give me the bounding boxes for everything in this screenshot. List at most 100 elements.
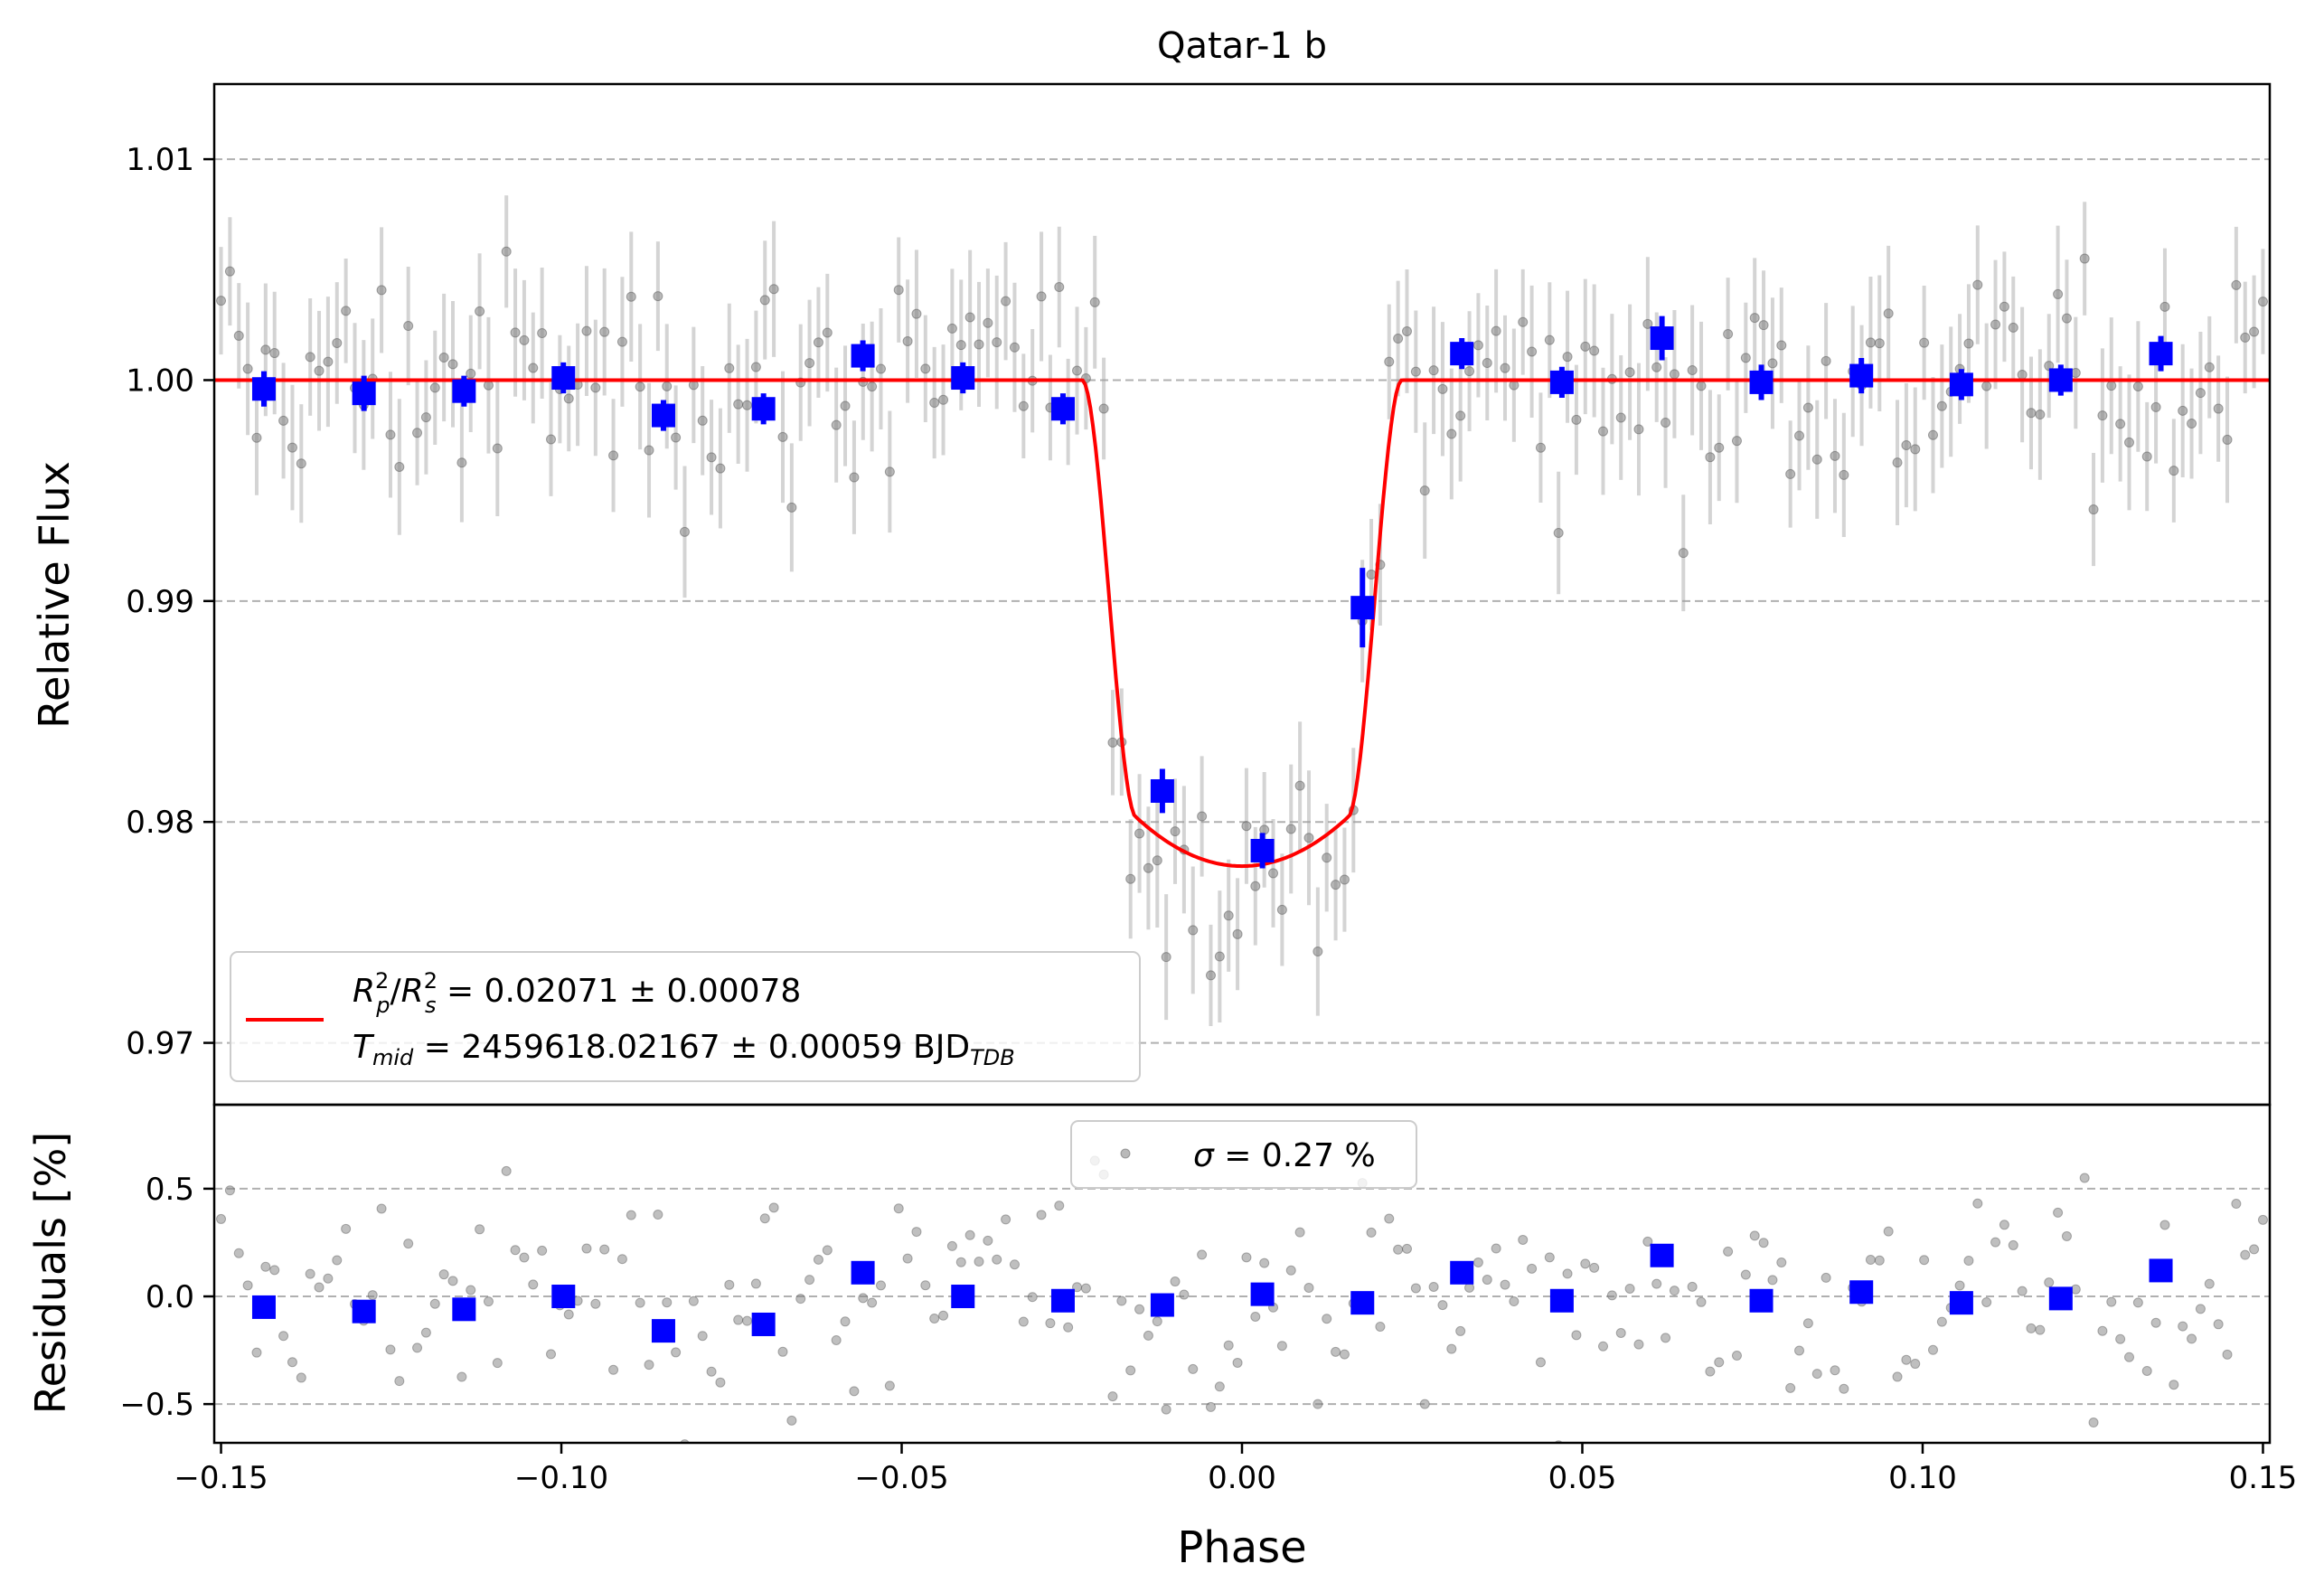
binned-point bbox=[1949, 372, 1973, 397]
residual-point bbox=[1134, 1304, 1145, 1314]
raw-point bbox=[1001, 296, 1011, 306]
residual-point bbox=[269, 1265, 280, 1276]
binned-point bbox=[1650, 326, 1674, 351]
residual-point bbox=[1223, 1340, 1234, 1351]
residual-point bbox=[260, 1261, 271, 1272]
residual-point bbox=[1437, 1300, 1448, 1311]
raw-point bbox=[893, 285, 904, 296]
residual-point bbox=[1500, 1279, 1510, 1290]
binned-point bbox=[2149, 342, 2173, 366]
raw-point bbox=[528, 363, 539, 373]
raw-point bbox=[1098, 403, 1109, 414]
raw-point bbox=[911, 308, 922, 319]
binned-data-series bbox=[251, 316, 2173, 869]
residual-point bbox=[1001, 1214, 1011, 1225]
residual-point bbox=[2141, 1365, 2152, 1376]
raw-point bbox=[2169, 466, 2179, 476]
residual-point bbox=[2115, 1333, 2126, 1344]
raw-point bbox=[1731, 436, 1742, 447]
legend-sigma: σ = 0.27 % bbox=[1193, 1137, 1376, 1174]
residual-point bbox=[242, 1280, 253, 1291]
raw-point bbox=[1544, 334, 1555, 345]
raw-point bbox=[1241, 821, 1252, 832]
raw-point bbox=[2044, 361, 2055, 372]
raw-point bbox=[1107, 737, 1118, 748]
raw-point bbox=[1366, 569, 1377, 579]
residual-point bbox=[1936, 1316, 1947, 1327]
residual-point bbox=[1375, 1322, 1386, 1333]
residual-point bbox=[1241, 1252, 1252, 1263]
raw-point bbox=[385, 429, 396, 440]
raw-point bbox=[974, 339, 984, 350]
raw-point bbox=[822, 327, 833, 338]
raw-point bbox=[1428, 365, 1439, 376]
raw-point bbox=[1642, 318, 1653, 329]
raw-point bbox=[929, 398, 940, 409]
residual-point bbox=[635, 1297, 645, 1308]
raw-point bbox=[1322, 853, 1332, 863]
y-tick-label: 0.98 bbox=[126, 805, 194, 841]
raw-point bbox=[1687, 365, 1698, 376]
residual-point bbox=[394, 1376, 405, 1387]
raw-point bbox=[1794, 430, 1805, 441]
raw-point bbox=[768, 284, 779, 295]
binned-point bbox=[851, 344, 875, 368]
binned-residual-point bbox=[1949, 1291, 1973, 1315]
raw-point bbox=[2035, 410, 2046, 420]
raw-point bbox=[2026, 408, 2037, 419]
residual-point bbox=[1250, 1312, 1261, 1323]
binned-point bbox=[551, 366, 576, 391]
residual-point bbox=[314, 1282, 325, 1293]
raw-point bbox=[403, 321, 414, 332]
residual-point bbox=[840, 1316, 851, 1327]
raw-point bbox=[475, 306, 485, 316]
raw-point bbox=[1437, 383, 1448, 394]
residual-point bbox=[323, 1273, 334, 1284]
raw-point bbox=[1491, 325, 1501, 336]
residual-point bbox=[2017, 1286, 2028, 1296]
raw-point bbox=[1598, 426, 1609, 437]
raw-point bbox=[644, 445, 654, 456]
residual-point bbox=[616, 1254, 627, 1265]
binned-residual-point bbox=[251, 1295, 276, 1319]
residual-point bbox=[2159, 1220, 2170, 1230]
raw-point bbox=[1072, 365, 1083, 376]
residual-point bbox=[216, 1213, 227, 1224]
raw-point bbox=[955, 340, 966, 351]
raw-point bbox=[599, 326, 610, 337]
residual-point bbox=[590, 1298, 601, 1309]
residual-point bbox=[1393, 1244, 1404, 1255]
raw-point bbox=[438, 352, 449, 363]
residual-point bbox=[804, 1275, 815, 1286]
raw-point bbox=[2079, 253, 2090, 264]
residual-point bbox=[1259, 1258, 1270, 1268]
raw-point bbox=[1901, 439, 1912, 450]
legend-tmid: Tmid = 2459618.02167 ± 0.00059 BJDTDB bbox=[353, 1029, 1015, 1070]
residual-point bbox=[1696, 1296, 1707, 1307]
residual-point bbox=[492, 1358, 503, 1369]
raw-point bbox=[1811, 454, 1822, 465]
residual-point bbox=[2222, 1349, 2233, 1360]
raw-point bbox=[1767, 358, 1778, 369]
raw-point bbox=[1410, 366, 1421, 377]
raw-point bbox=[1268, 868, 1279, 879]
raw-point bbox=[546, 434, 557, 445]
residual-point bbox=[1063, 1322, 1074, 1333]
raw-point bbox=[224, 266, 235, 277]
residual-point bbox=[403, 1239, 414, 1249]
residual-point bbox=[733, 1314, 744, 1325]
y-tick-label: −0.5 bbox=[119, 1387, 194, 1423]
raw-point bbox=[1472, 340, 1483, 351]
residual-point bbox=[1527, 1263, 1538, 1274]
residual-point bbox=[1705, 1366, 1716, 1377]
residual-point bbox=[1580, 1258, 1591, 1269]
raw-point bbox=[2124, 437, 2135, 447]
legend-residual-marker bbox=[1120, 1148, 1131, 1159]
residual-point bbox=[724, 1279, 735, 1290]
residual-point bbox=[742, 1315, 753, 1326]
residual-point bbox=[1839, 1383, 1849, 1394]
raw-point bbox=[1134, 828, 1145, 839]
residual-point bbox=[777, 1346, 788, 1357]
binned-residual-point bbox=[1450, 1260, 1474, 1285]
raw-point bbox=[1589, 345, 1600, 356]
